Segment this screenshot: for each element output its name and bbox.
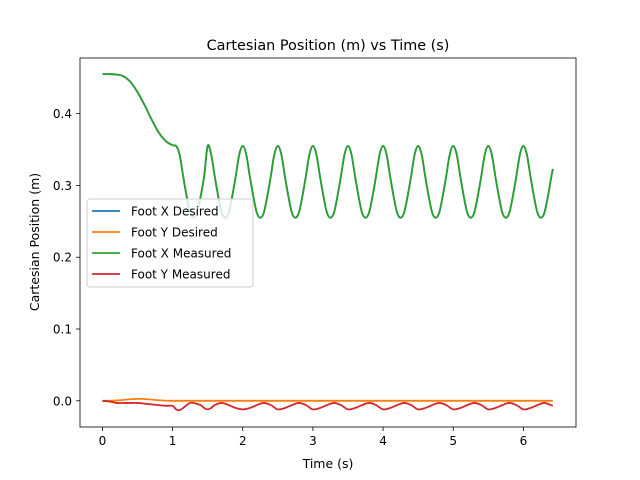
x-tick-label: 1 <box>169 434 177 448</box>
x-tick-label: 5 <box>449 434 457 448</box>
x-tick-label: 6 <box>520 434 528 448</box>
series-line-foot-x-measured <box>102 73 554 219</box>
y-tick-label: 0.3 <box>53 179 72 193</box>
series-lines <box>102 73 554 412</box>
series-line-foot-y-desired <box>102 397 553 402</box>
x-axis-label: Time (s) <box>302 456 354 471</box>
y-tick-label: 0.2 <box>53 251 72 265</box>
legend-box <box>86 198 254 288</box>
x-tick-label: 0 <box>99 434 107 448</box>
x-axis-ticks: 0 1 2 3 4 5 6 <box>99 427 528 448</box>
chart-title: Cartesian Position (m) vs Time (s) <box>207 38 450 54</box>
y-axis-ticks: 0.0 0.1 0.2 0.3 0.4 <box>53 107 80 408</box>
legend-label: Foot Y Measured <box>131 268 230 282</box>
legend-label: Foot X Measured <box>131 247 231 261</box>
plot-frame <box>79 57 577 428</box>
x-tick-label: 4 <box>379 434 387 448</box>
y-tick-label: 0.0 <box>53 394 72 408</box>
legend: Foot X Desired Foot Y Desired Foot X Measu… <box>86 198 254 288</box>
series-line-foot-y-measured <box>102 399 554 412</box>
legend-label: Foot Y Desired <box>131 226 218 240</box>
x-tick-label: 2 <box>239 434 247 448</box>
y-axis-label: Cartesian Position (m) <box>27 173 42 311</box>
x-tick-label: 3 <box>309 434 317 448</box>
legend-label: Foot X Desired <box>131 205 219 219</box>
y-tick-label: 0.1 <box>53 323 72 337</box>
y-tick-label: 0.4 <box>53 107 72 121</box>
